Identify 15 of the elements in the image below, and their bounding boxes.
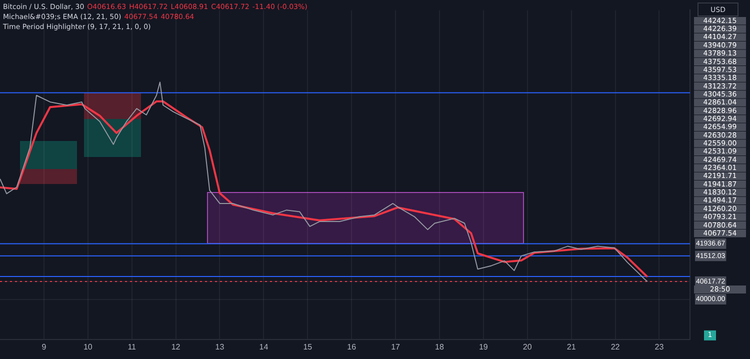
x-tick-label: 20 — [522, 342, 532, 352]
x-tick-label: 16 — [347, 342, 357, 352]
x-tick-label: 14 — [259, 342, 269, 352]
x-tick-label: 17 — [391, 342, 401, 352]
x-tick-label: 10 — [83, 342, 93, 352]
x-tick-label: 22 — [610, 342, 620, 352]
x-tick-label: 19 — [478, 342, 488, 352]
x-tick-label: 23 — [654, 342, 664, 352]
x-tick-label: 18 — [435, 342, 444, 352]
x-tick-label: 21 — [566, 342, 576, 352]
x-tick-label: 11 — [128, 342, 137, 352]
x-tick-label: 12 — [171, 342, 181, 352]
x-tick-label: 9 — [42, 342, 47, 352]
x-tick-label: 15 — [303, 342, 313, 352]
x-tick-label: 13 — [215, 342, 225, 352]
